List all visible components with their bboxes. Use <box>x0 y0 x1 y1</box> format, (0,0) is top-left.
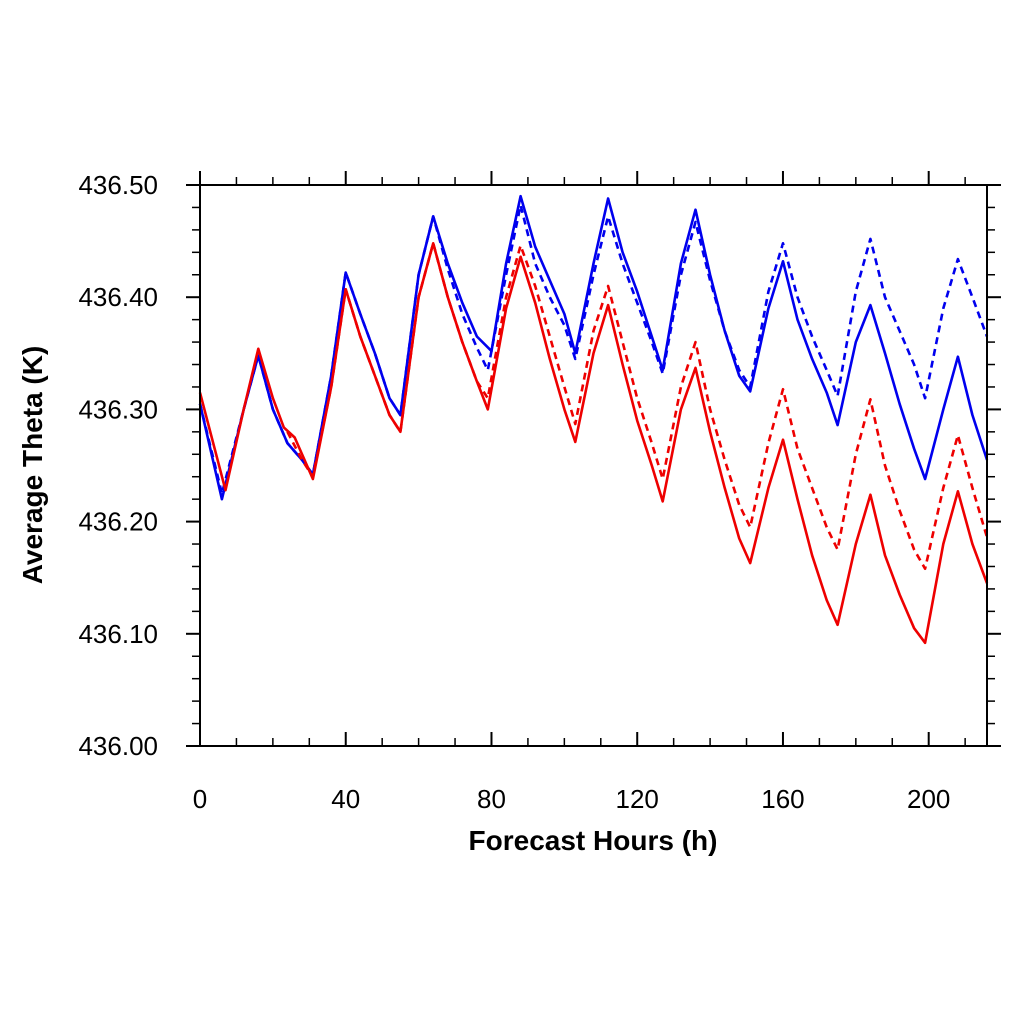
x-tick-label: 160 <box>761 784 804 814</box>
x-axis-title: Forecast Hours (h) <box>469 825 718 856</box>
series-layer <box>198 194 989 645</box>
y-tick-label: 436.40 <box>78 282 158 312</box>
plot-frame <box>199 184 988 747</box>
x-tick-label: 200 <box>907 784 950 814</box>
y-tick-label: 436.50 <box>78 170 158 200</box>
y-tick-label: 436.00 <box>78 731 158 761</box>
axis-layer: 0 40 80 120 160 200 436.00 436.10 436.20 436.30 43… <box>78 170 1001 814</box>
x-tick-label: 40 <box>331 784 360 814</box>
x-tick-label: 0 <box>193 784 207 814</box>
series-line-3-solid <box>198 242 989 645</box>
series-line-4-dashed <box>286 242 989 570</box>
x-tick-label: 80 <box>477 784 506 814</box>
series-line-2-dashed <box>198 203 989 495</box>
y-tick-label: 436.10 <box>78 619 158 649</box>
y-axis-title: Average Theta (K) <box>17 346 48 585</box>
y-tick-label: 436.20 <box>78 507 158 537</box>
x-tick-label: 120 <box>616 784 659 814</box>
y-tick-label: 436.30 <box>78 394 158 424</box>
